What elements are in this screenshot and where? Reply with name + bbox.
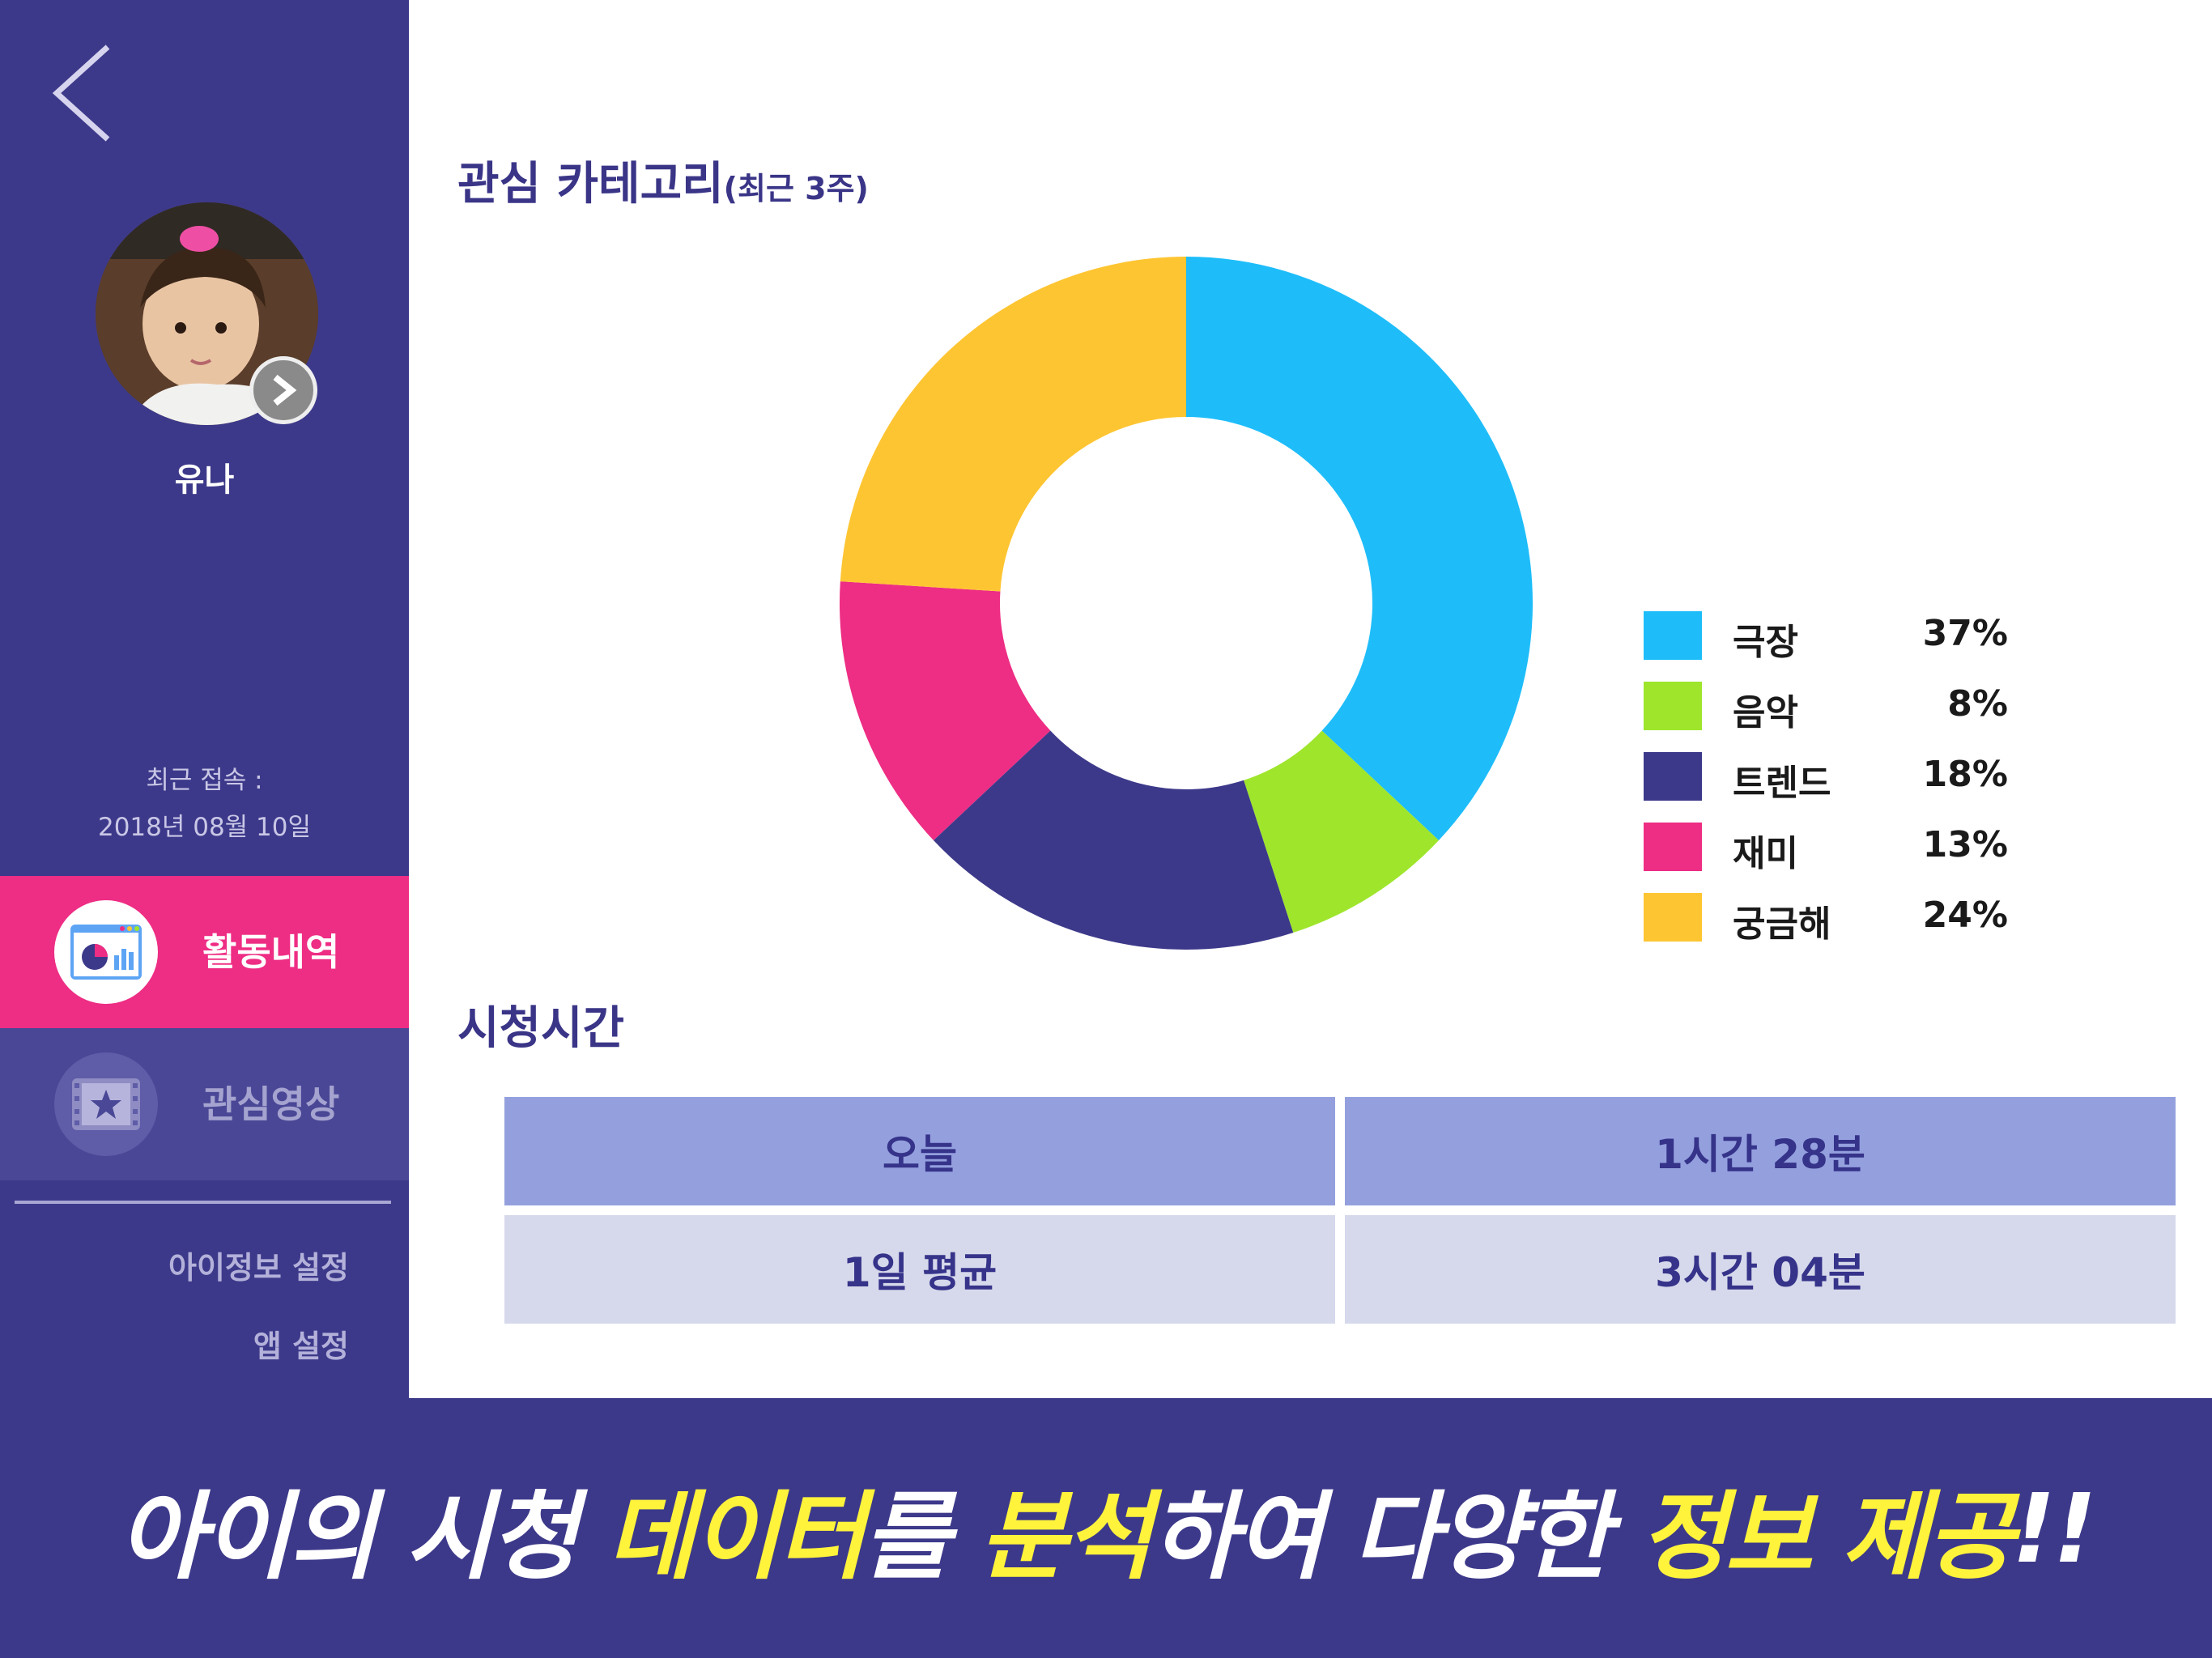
donut-slice-0 xyxy=(1186,257,1533,840)
legend-label: 트렌드 xyxy=(1733,763,1831,804)
legend-label: 음악 xyxy=(1733,692,1798,733)
sidebar: 유나 최근 접속 : 2018년 08월 10일 활동내역 xyxy=(0,0,409,1398)
promo-banner: 아이의 시청 데이터 를 분석 하여 다양한 정보 제공!! xyxy=(0,1398,2212,1658)
star-film-icon xyxy=(54,1052,158,1156)
legend-percent: 37% xyxy=(1922,613,2008,654)
category-subtitle: (최근 3주) xyxy=(723,171,869,206)
category-donut-chart xyxy=(840,257,1533,950)
app-settings-link[interactable]: 앱 설정 xyxy=(253,1329,349,1364)
donut-slice-3 xyxy=(840,581,1051,840)
avatar[interactable] xyxy=(96,202,318,425)
watch-time-table: 오늘 1시간 28분 1일 평균 3시간 04분 xyxy=(504,1097,2176,1333)
legend-label: 재미 xyxy=(1733,833,1798,874)
banner-text-part: 를 xyxy=(862,1481,980,1592)
banner-text-part: 하여 다양한 xyxy=(1150,1481,1640,1592)
banner-text-part: 데이터 xyxy=(606,1481,866,1592)
last-access: 최근 접속 : 2018년 08월 10일 xyxy=(0,757,409,851)
banner-text-part: 정보 제공 xyxy=(1639,1481,2014,1592)
today-label: 오늘 xyxy=(504,1097,1335,1205)
chart-legend: 극장 37% 음악 8% 트렌드 18% 재미 13% 궁금해 24% xyxy=(1644,611,2016,963)
legend-label: 궁금해 xyxy=(1733,903,1831,945)
legend-percent: 24% xyxy=(1922,895,2008,936)
category-title: 관심 카테고리(최근 3주) xyxy=(457,147,869,213)
table-row-today: 오늘 1시간 28분 xyxy=(504,1097,2176,1205)
child-info-settings-link[interactable]: 아이정보 설정 xyxy=(168,1250,349,1286)
profile-go-button[interactable] xyxy=(249,356,317,424)
legend-percent: 18% xyxy=(1922,754,2008,795)
banner-text-part: !! xyxy=(2012,1472,2097,1584)
main-content: 관심 카테고리(최근 3주) 극장 37% 음악 8% 트렌드 18% 재미 13% 궁금해 24… xyxy=(409,0,2212,1398)
chevron-right-icon xyxy=(273,374,297,406)
legend-swatch xyxy=(1644,682,1702,730)
donut-slice-1 xyxy=(1244,730,1439,933)
legend-percent: 13% xyxy=(1922,824,2008,865)
table-row-daily-average: 1일 평균 3시간 04분 xyxy=(504,1215,2176,1324)
child-name: 유나 xyxy=(174,461,235,499)
banner-text-part: 아이의 시청 xyxy=(117,1481,607,1592)
activity-chart-icon xyxy=(54,900,158,1004)
legend-item: 음악 8% xyxy=(1644,682,2016,752)
legend-item: 재미 13% xyxy=(1644,823,2016,893)
sidebar-divider xyxy=(15,1201,391,1204)
legend-label: 극장 xyxy=(1733,622,1798,663)
last-access-date: 2018년 08월 10일 xyxy=(97,813,312,842)
legend-item: 궁금해 24% xyxy=(1644,893,2016,963)
legend-percent: 8% xyxy=(1947,683,2008,725)
legend-swatch xyxy=(1644,893,1702,942)
daily-average-label: 1일 평균 xyxy=(504,1215,1335,1324)
donut-slice-2 xyxy=(934,730,1294,950)
back-button[interactable] xyxy=(47,40,120,146)
legend-swatch xyxy=(1644,823,1702,871)
daily-average-value: 3시간 04분 xyxy=(1345,1215,2176,1324)
chevron-left-icon xyxy=(52,45,110,142)
legend-swatch xyxy=(1644,752,1702,801)
banner-text-part: 분석 xyxy=(979,1481,1153,1592)
legend-swatch xyxy=(1644,611,1702,660)
donut-slice-4 xyxy=(840,257,1186,592)
category-title-text: 관심 카테고리 xyxy=(457,158,724,210)
watch-time-title: 시청시간 xyxy=(457,1002,625,1055)
nav-label-favorites: 관심영상 xyxy=(202,1082,340,1126)
child-photo xyxy=(96,202,318,425)
today-value: 1시간 28분 xyxy=(1345,1097,2176,1205)
nav-label-activity: 활동내역 xyxy=(202,930,340,974)
nav-item-activity[interactable]: 활동내역 xyxy=(0,876,409,1028)
legend-item: 극장 37% xyxy=(1644,611,2016,682)
avatar-wrap[interactable] xyxy=(96,202,318,425)
legend-item: 트렌드 18% xyxy=(1644,752,2016,823)
last-access-label: 최근 접속 : xyxy=(146,766,263,795)
nav-item-favorites[interactable]: 관심영상 xyxy=(0,1028,409,1180)
